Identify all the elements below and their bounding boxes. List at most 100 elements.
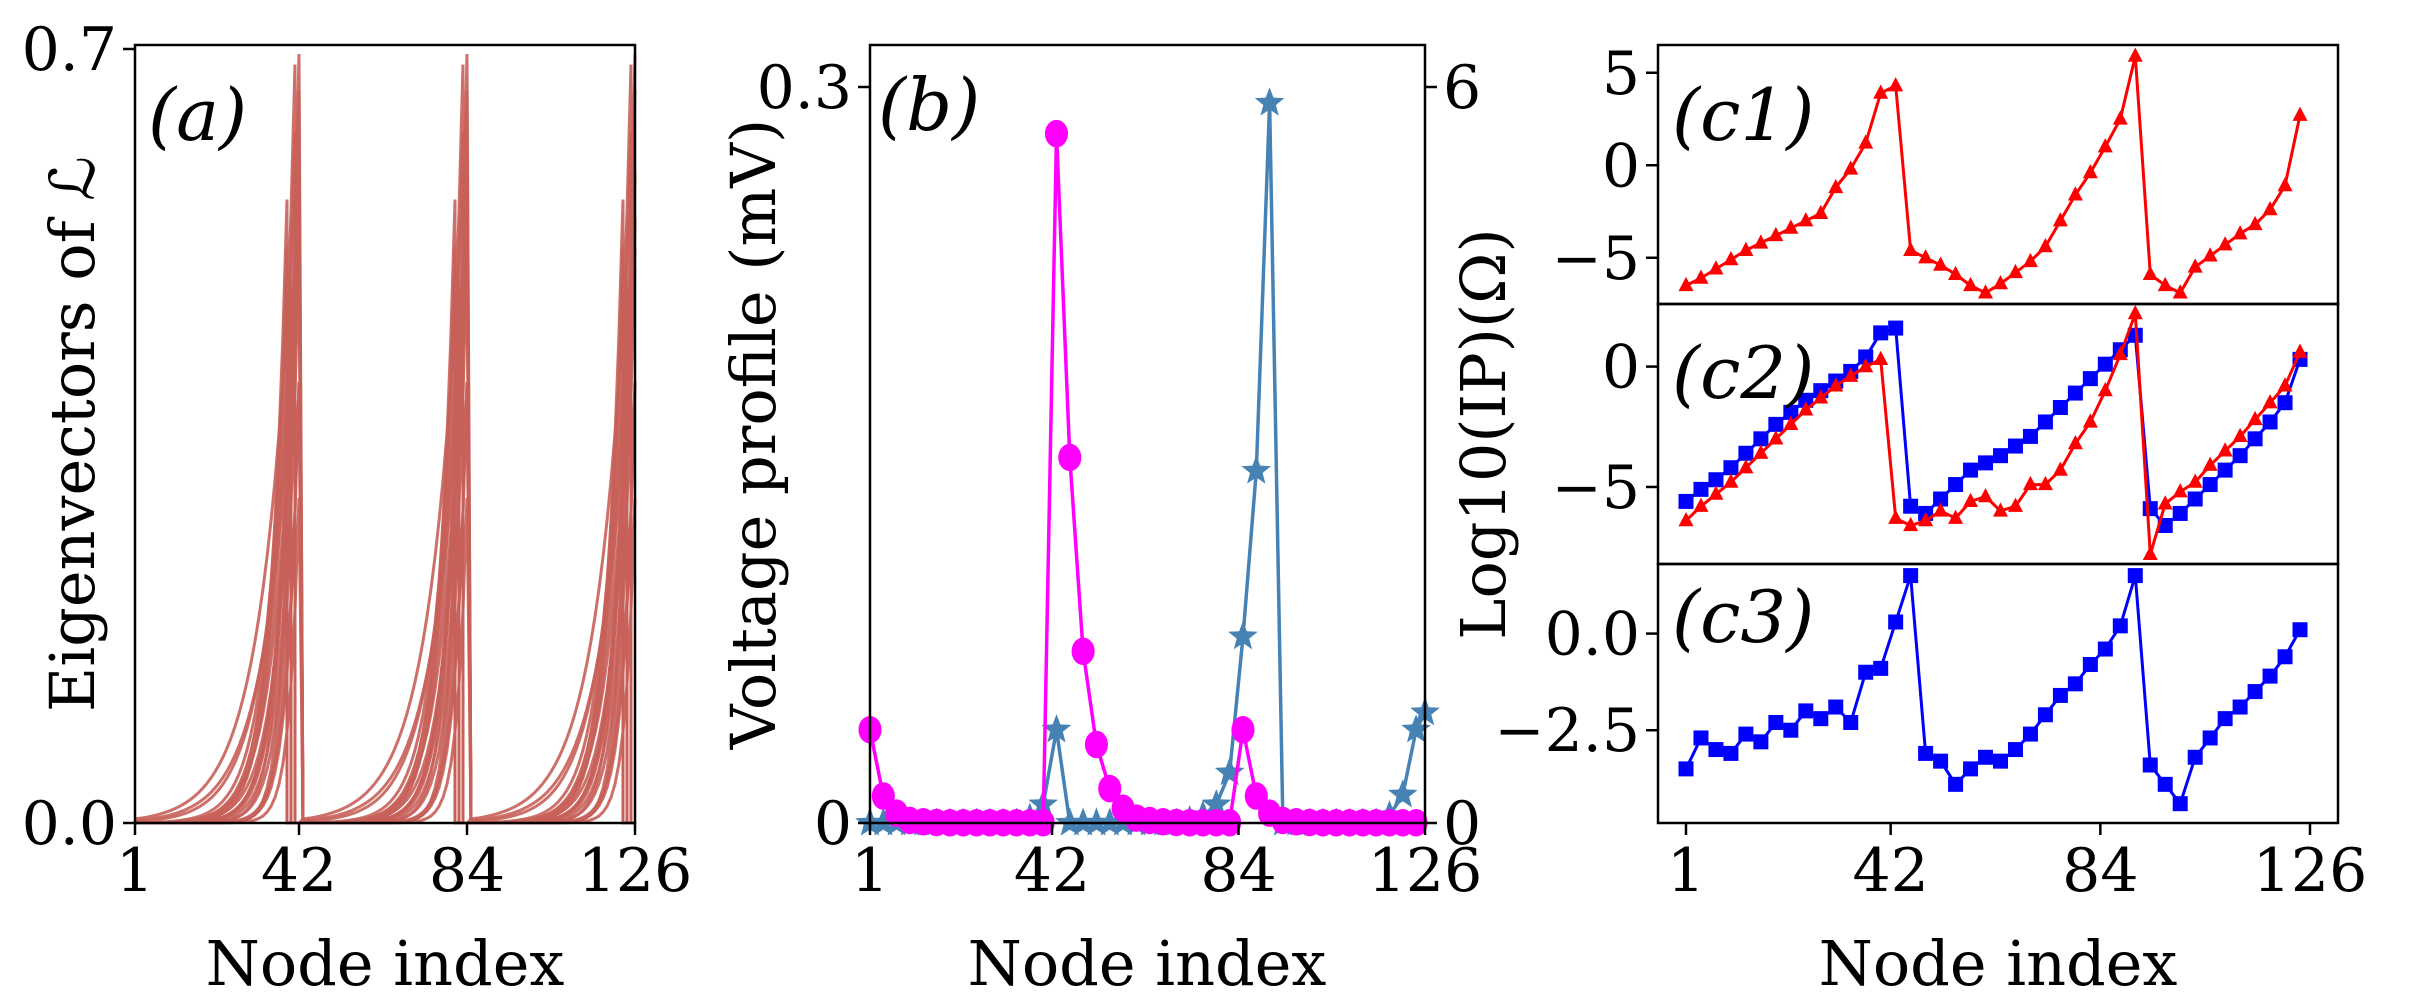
data-point-triangle — [1798, 401, 1814, 416]
data-point-triangle — [1783, 415, 1799, 430]
data-point-triangle — [1888, 509, 1904, 524]
data-point-square — [1963, 462, 1979, 478]
data-point-triangle — [2277, 176, 2293, 192]
data-point-circle — [1071, 637, 1095, 666]
panel-c3-y-tick-label: 0.0 — [1545, 600, 1640, 670]
data-point-circle — [1098, 774, 1122, 803]
data-point-triangle — [1933, 502, 1949, 517]
panel-c-xticks: 1 42 84 126 — [1667, 823, 2367, 906]
eigenvector-line — [134, 178, 637, 824]
data-point-square — [2202, 477, 2218, 493]
panel-a-frame — [133, 43, 637, 825]
panel-b-y-tick-label: 0.3 — [757, 53, 852, 123]
data-point-triangle — [1963, 276, 1979, 292]
data-point-square — [1948, 477, 1964, 493]
data-point-triangle — [2217, 236, 2233, 251]
eigenvector-line — [135, 248, 637, 825]
panel-c1-y-tick-label: −5 — [1552, 224, 1640, 294]
panel-b: (b) 1 42 84 126 00.3 06 Node index Voltage … — [717, 43, 1482, 1000]
data-point-square — [2172, 505, 2188, 521]
data-point-triangle — [2247, 215, 2263, 231]
series-line-circle — [868, 133, 1417, 825]
data-point-triangle — [1678, 512, 1694, 527]
data-point-star — [1254, 87, 1285, 116]
eigenvector-line — [135, 286, 635, 825]
panel-c2-y-tick-label: 0 — [1602, 333, 1640, 403]
data-point-square — [2022, 726, 2038, 742]
data-point-square — [2022, 428, 2038, 444]
eigenvector-line — [135, 199, 635, 825]
panel-a-x-tick-label: 1 — [116, 836, 154, 906]
data-point-triangle — [1903, 516, 1919, 532]
panel-b-x-tick-label: 1 — [851, 836, 889, 906]
data-point-square — [2082, 371, 2098, 387]
data-point-triangle — [2217, 442, 2233, 457]
data-point-triangle — [1693, 269, 1709, 284]
panel-c2-label: (c2) — [1672, 331, 1814, 415]
data-point-square — [2262, 414, 2278, 430]
panel-c1-y-tick-label: 0 — [1602, 131, 1640, 201]
data-point-square — [2232, 699, 2248, 715]
panel-a-xticks: 1 42 84 126 — [116, 823, 692, 906]
data-point-square — [1978, 455, 1994, 471]
data-point-triangle — [1873, 350, 1889, 365]
eigenvector-line — [134, 176, 635, 825]
data-point-square — [1783, 722, 1799, 738]
eigenvector-line — [135, 267, 635, 825]
data-point-triangle — [1843, 367, 1859, 382]
data-point-square — [1843, 714, 1859, 730]
data-point-triangle — [2232, 427, 2248, 443]
data-point-triangle — [1783, 219, 1799, 234]
panel-a-label: (a) — [148, 73, 247, 157]
data-point-square — [2007, 742, 2023, 758]
panel-c1-y-tick-label: 5 — [1602, 39, 1640, 109]
data-point-triangle — [2262, 394, 2278, 409]
data-point-square — [1783, 404, 1799, 420]
data-point-triangle — [1768, 430, 1784, 445]
data-point-triangle — [1858, 357, 1874, 373]
data-point-star — [1055, 807, 1085, 836]
data-point-star — [1041, 714, 1072, 743]
data-point-triangle — [1918, 249, 1934, 264]
data-point-circle — [1058, 443, 1082, 472]
data-point-triangle — [1918, 512, 1934, 527]
data-point-square — [2187, 491, 2203, 507]
data-point-square — [1933, 491, 1949, 507]
data-point-square — [1798, 703, 1814, 719]
panel-b-frame — [868, 43, 1427, 825]
data-point-square — [1753, 431, 1769, 447]
panel-a-ylabel: Eigenvectors of ℒ — [36, 156, 109, 712]
panel-a-x-tick-label: 126 — [578, 836, 693, 906]
data-point-triangle — [1948, 509, 1964, 524]
panel-a-yticks: 0.0 0.7 — [22, 15, 135, 859]
data-point-square — [2067, 676, 2083, 692]
data-point-triangle — [1843, 160, 1859, 175]
panel-b-xticks: 1 42 84 126 — [851, 823, 1482, 906]
panel-c-xlabel: Node index — [1819, 927, 2178, 1000]
panel-b-yright-tick-label: 6 — [1443, 53, 1481, 123]
data-point-square — [1828, 699, 1844, 715]
data-point-square — [2247, 431, 2263, 447]
panel-b-xlabel: Node index — [968, 927, 1327, 1000]
data-point-triangle — [2172, 483, 2188, 498]
panel-b-yticks: 00.3 — [757, 53, 870, 859]
data-point-square — [2247, 684, 2263, 700]
data-point-circle — [1231, 716, 1255, 744]
panel-c: (c1) (c2) (c3) 5 0 −5 0 −5 0.0 −2.5 1 42 84 126 N… — [1447, 39, 2367, 1000]
data-point-star — [1228, 620, 1258, 650]
data-point-triangle — [2112, 345, 2128, 361]
data-point-star — [1094, 807, 1125, 836]
data-point-square — [1992, 753, 2008, 769]
panel-a-x-tick-label: 42 — [261, 836, 337, 906]
panel-c-x-tick-label: 1 — [1667, 836, 1705, 906]
data-point-square — [1992, 448, 2008, 464]
data-point-star — [1081, 807, 1112, 836]
data-point-square — [2217, 462, 2233, 478]
data-point-circle — [1084, 730, 1108, 759]
data-point-square — [1678, 493, 1694, 509]
panel-b-y-tick-label: 0 — [814, 789, 852, 859]
data-point-square — [2202, 730, 2218, 746]
data-point-triangle — [2097, 382, 2113, 397]
data-point-square — [2007, 438, 2023, 454]
data-point-square — [1978, 749, 1994, 765]
